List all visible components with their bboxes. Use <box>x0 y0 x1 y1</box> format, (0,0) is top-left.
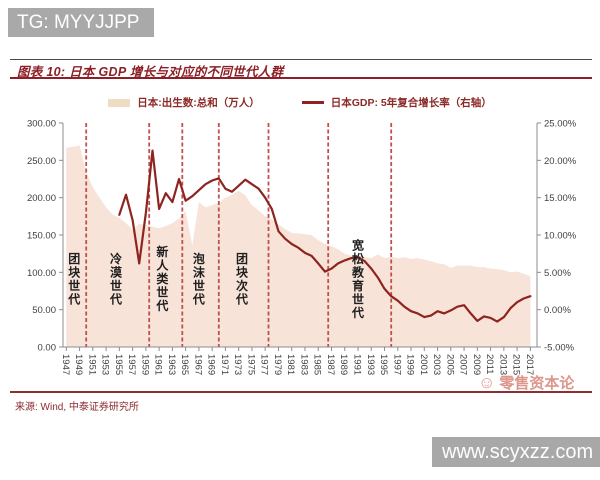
figure-bottom-rule <box>10 391 592 393</box>
right-axis-tick-label: 25.00% <box>544 119 577 130</box>
legend-item-births: 日本:出生数:总和（万人） <box>108 95 260 110</box>
x-axis-year-label: 2015 <box>511 354 522 375</box>
area-swatch-icon <box>108 98 131 107</box>
generation-label: 宽松教育世代 <box>351 237 365 319</box>
x-axis-year-label: 1949 <box>73 354 84 375</box>
x-axis-year-label: 1947 <box>60 354 71 375</box>
x-axis-year-label: 1973 <box>232 354 243 375</box>
right-axis-tick-label: 15.00% <box>544 193 577 204</box>
x-axis-year-label: 1979 <box>272 354 283 375</box>
x-axis-year-label: 2001 <box>418 354 429 375</box>
x-axis-year-label: 2007 <box>458 354 469 375</box>
generation-label: 团块世代 <box>67 252 81 307</box>
right-axis-tick-label: 20.00% <box>544 156 577 167</box>
right-axis-tick-label: 5.00% <box>544 268 571 279</box>
legend-label-gdp: 日本GDP: 5年复合增长率（右轴） <box>330 97 492 109</box>
x-axis-year-label: 1991 <box>352 354 363 375</box>
x-axis-year-label: 1961 <box>153 354 164 375</box>
x-axis-year-label: 1999 <box>405 354 416 375</box>
x-axis-year-label: 1969 <box>206 354 217 375</box>
x-axis-year-label: 1959 <box>139 354 150 375</box>
x-axis-year-label: 1957 <box>126 354 137 375</box>
right-axis-tick-label: 0.00% <box>544 305 571 316</box>
right-axis-tick-label: -5.00% <box>544 343 575 354</box>
tg-watermark-badge: TG: MYYJJPP <box>8 8 154 37</box>
x-axis-year-label: 2005 <box>444 354 455 375</box>
generation-label: 团块次代 <box>235 252 249 307</box>
x-axis-year-label: 2013 <box>497 354 508 375</box>
left-axis-tick-label: 200.00 <box>27 193 56 204</box>
left-axis-tick-label: 100.00 <box>27 268 56 279</box>
x-axis-year-label: 1985 <box>312 354 323 375</box>
x-axis-year-label: 1995 <box>378 354 389 375</box>
line-swatch-icon <box>301 101 324 104</box>
generation-label: 泡沫世代 <box>192 251 206 307</box>
x-axis-year-label: 1983 <box>299 354 310 375</box>
x-axis-year-label: 1997 <box>391 354 402 375</box>
source-note: 来源: Wind, 中泰证券研究所 <box>15 402 139 413</box>
left-axis-tick-label: 150.00 <box>27 231 56 242</box>
legend-label-births: 日本:出生数:总和（万人） <box>137 97 260 109</box>
smiley-icon: ☺ <box>478 373 496 392</box>
x-axis-year-label: 1987 <box>325 354 336 375</box>
figure-top-rule <box>10 59 592 60</box>
x-axis-year-label: 1963 <box>166 354 177 375</box>
chart-legend: 日本:出生数:总和（万人） 日本GDP: 5年复合增长率（右轴） <box>0 95 600 110</box>
x-axis-year-label: 2009 <box>471 354 482 375</box>
legend-item-gdp: 日本GDP: 5年复合增长率（右轴） <box>301 95 492 110</box>
x-axis-year-label: 1993 <box>365 354 376 375</box>
x-axis-year-label: 1953 <box>100 354 111 375</box>
site-url-badge: www.scyxzz.com <box>432 437 600 467</box>
x-axis-year-label: 1971 <box>219 354 230 375</box>
generation-label: 冷漠世代 <box>109 251 123 307</box>
figure-title: 图表 10: 日本 GDP 增长与对应的不同世代人群 <box>17 65 284 79</box>
x-axis-year-label: 1977 <box>259 354 270 375</box>
x-axis-year-label: 1965 <box>179 354 190 375</box>
left-axis-tick-label: 0.00 <box>38 343 57 354</box>
generation-label: 新人类世代 <box>155 244 169 313</box>
x-axis-year-label: 2011 <box>484 354 495 374</box>
left-axis-tick-label: 50.00 <box>32 305 56 316</box>
x-axis-year-label: 2003 <box>431 354 442 375</box>
title-underline <box>10 77 592 79</box>
brand-watermark-text: 零售资本论 <box>499 375 575 392</box>
x-axis-year-label: 1975 <box>245 354 256 375</box>
brand-watermark: ☺ 零售资本论 <box>478 372 574 393</box>
left-axis-tick-label: 250.00 <box>27 156 56 167</box>
left-axis-tick-label: 300.00 <box>27 119 56 130</box>
births-area-series <box>66 145 531 347</box>
x-axis-year-label: 1981 <box>285 354 296 375</box>
x-axis-year-label: 1989 <box>338 354 349 375</box>
right-axis-tick-label: 10.00% <box>544 231 577 242</box>
x-axis-year-label: 2017 <box>524 354 535 375</box>
x-axis-year-label: 1955 <box>113 354 124 375</box>
x-axis-year-label: 1967 <box>192 354 203 375</box>
x-axis-year-label: 1951 <box>86 354 97 375</box>
gdp-line-series <box>118 149 532 323</box>
